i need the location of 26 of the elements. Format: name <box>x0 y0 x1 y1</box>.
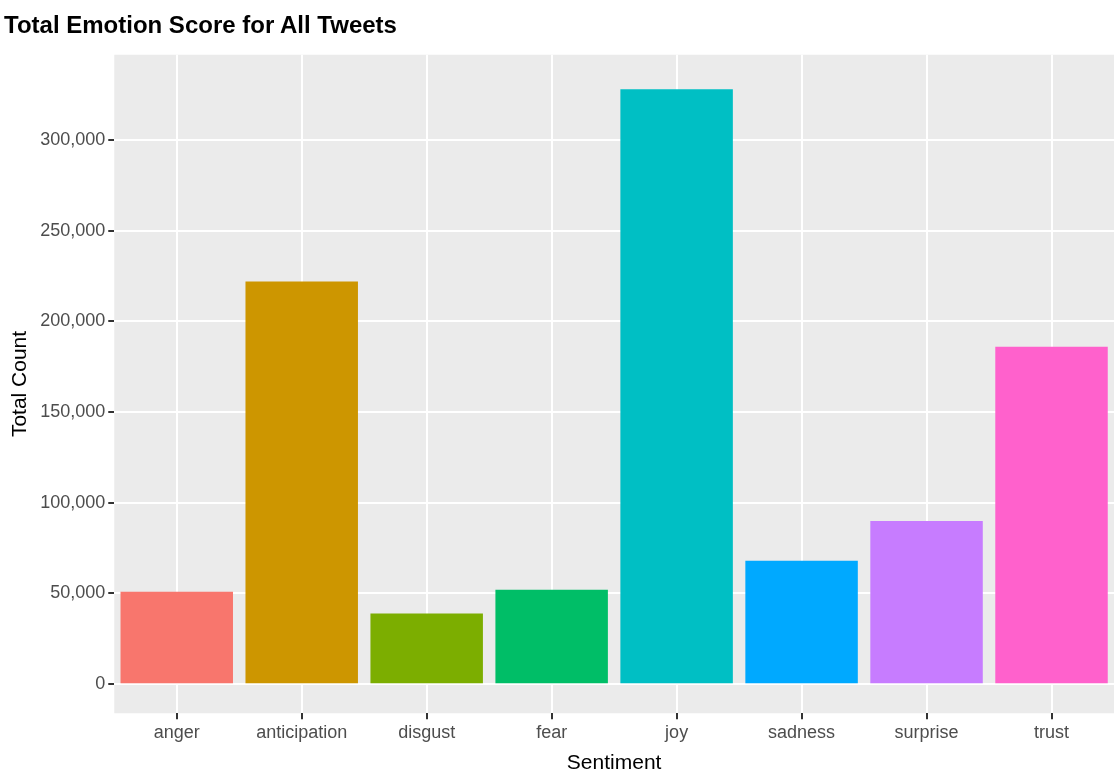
bar <box>370 613 483 684</box>
x-tick-label: anticipation <box>256 721 348 742</box>
y-tick-label: 250,000 <box>40 219 106 240</box>
chart-title: Total Emotion Score for All Tweets <box>4 11 397 39</box>
x-axis-title: Sentiment <box>566 750 662 774</box>
bar <box>245 281 358 684</box>
y-tick-label: 300,000 <box>40 129 106 150</box>
x-tick-label: anger <box>153 721 200 742</box>
x-tick-label: disgust <box>398 721 456 742</box>
x-tick-label: joy <box>664 721 689 742</box>
y-tick-label: 50,000 <box>50 582 106 603</box>
bar <box>745 560 858 684</box>
bar <box>620 89 733 684</box>
x-tick-label: trust <box>1034 721 1070 742</box>
y-tick-label: 150,000 <box>40 401 106 422</box>
bar <box>120 591 233 684</box>
bar <box>495 589 608 684</box>
y-tick-label: 100,000 <box>40 491 106 512</box>
y-axis-title: Total Count <box>7 330 31 438</box>
y-tick-label: 0 <box>95 673 106 694</box>
x-tick-label: surprise <box>894 721 959 742</box>
x-tick-label: sadness <box>768 721 836 742</box>
y-tick-label: 200,000 <box>40 310 106 331</box>
x-tick-label: fear <box>536 721 568 742</box>
bar <box>870 520 983 684</box>
bar <box>995 346 1108 684</box>
